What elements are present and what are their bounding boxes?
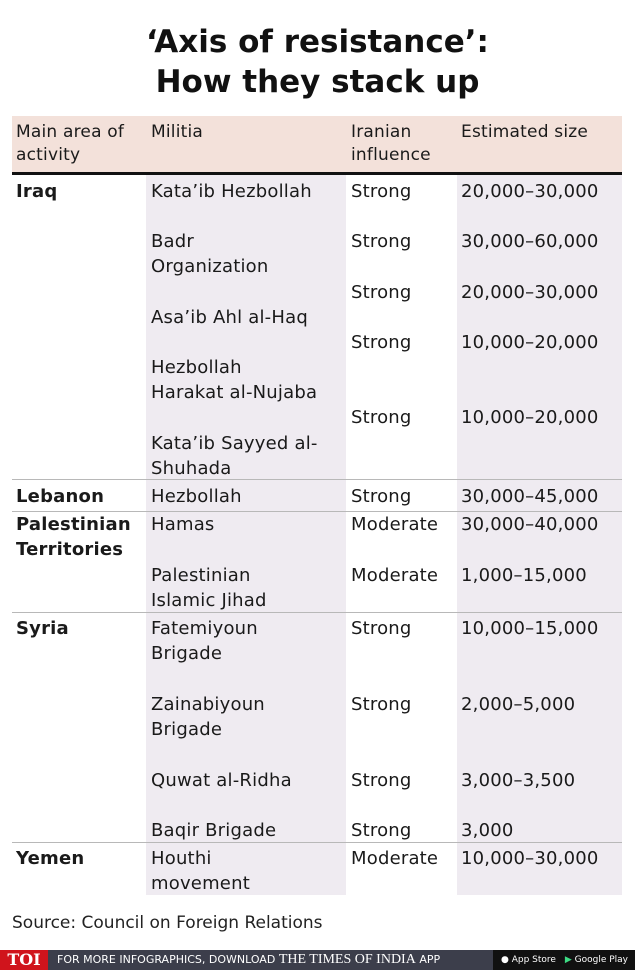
row-divider — [12, 511, 622, 512]
militia-name: Zainabiyoun Brigade — [151, 694, 265, 740]
size-value: 30,000–60,000 — [461, 231, 599, 252]
source-note: Source: Council on Foreign Relations — [12, 913, 323, 933]
header-militia: Militia — [151, 122, 204, 142]
google-play-link[interactable]: Google Play — [574, 955, 629, 965]
app-store-link[interactable]: App Store — [511, 955, 556, 965]
header-influence: Iranian influence — [351, 122, 431, 165]
influence-value: Strong — [351, 820, 412, 841]
size-value: 20,000–30,000 — [461, 282, 599, 303]
size-value: 3,000–3,500 — [461, 770, 576, 791]
title-line-2: How they stack up — [155, 64, 480, 100]
militia-name: Palestinian Islamic Jihad — [151, 565, 267, 611]
area-label: Yemen — [16, 848, 85, 869]
size-value: 1,000–15,000 — [461, 565, 587, 586]
header-rule — [12, 172, 622, 175]
google-play-icon: ▶ — [564, 955, 572, 965]
size-value: 10,000–30,000 — [461, 848, 599, 869]
size-value: 3,000 — [461, 820, 514, 841]
app-text: APP — [419, 953, 441, 966]
size-value: 20,000–30,000 — [461, 181, 599, 202]
militia-name: Baqir Brigade — [151, 820, 277, 841]
size-value: 2,000–5,000 — [461, 694, 576, 715]
influence-value: Strong — [351, 618, 412, 639]
area-label: Syria — [16, 618, 69, 639]
militia-name: Quwat al-Ridha — [151, 770, 292, 791]
militia-name: Fatemiyoun Brigade — [151, 618, 258, 664]
influence-value: Strong — [351, 770, 412, 791]
militia-name: Kata’ib Sayyed al- Shuhada — [151, 433, 318, 479]
size-value: 10,000–20,000 — [461, 407, 599, 428]
influence-value: Strong — [351, 407, 412, 428]
militia-name: Badr Organization — [151, 231, 269, 277]
area-label: Iraq — [16, 181, 58, 202]
table-header-background — [12, 116, 622, 173]
title-line-1: ‘Axis of resistance’: — [146, 24, 489, 60]
footer-promo: FOR MORE INFOGRAPHICS, DOWNLOAD THE TIME… — [57, 950, 440, 970]
influence-value: Strong — [351, 486, 412, 507]
militia-name: Hamas — [151, 514, 215, 535]
size-value: 10,000–20,000 — [461, 332, 599, 353]
influence-value: Strong — [351, 231, 412, 252]
militia-name: Hezbollah — [151, 486, 242, 507]
brand-name: THE TIMES OF INDIA — [278, 952, 416, 967]
toi-logo: TOI — [0, 950, 48, 970]
influence-value: Moderate — [351, 514, 439, 535]
militia-name: Asa’ib Ahl al-Haq — [151, 307, 308, 328]
militia-name: Houthi movement — [151, 848, 250, 894]
size-value: 30,000–40,000 — [461, 514, 599, 535]
influence-value: Moderate — [351, 848, 439, 869]
header-area: Main area of activity — [16, 122, 125, 165]
promo-text: FOR MORE INFOGRAPHICS, DOWNLOAD — [57, 953, 276, 966]
militia-name: Hezbollah Harakat al-Nujaba — [151, 357, 318, 403]
influence-value: Strong — [351, 694, 412, 715]
size-value: 10,000–15,000 — [461, 618, 599, 639]
militia-column-shade — [146, 175, 346, 895]
influence-value: Strong — [351, 332, 412, 353]
store-badges: ● App Store ▶ Google Play — [493, 950, 635, 970]
influence-value: Strong — [351, 181, 412, 202]
size-value: 30,000–45,000 — [461, 486, 599, 507]
header-size: Estimated size — [461, 122, 589, 142]
militia-name: Kata’ib Hezbollah — [151, 181, 312, 202]
size-column-shade — [457, 175, 622, 895]
apple-icon: ● — [501, 955, 509, 965]
influence-value: Moderate — [351, 565, 439, 586]
row-divider — [12, 612, 622, 613]
infographic-title: ‘Axis of resistance’: How they stack up — [0, 22, 635, 102]
row-divider — [12, 842, 622, 843]
area-label: Palestinian Territories — [16, 514, 131, 560]
footer-banner[interactable]: TOI FOR MORE INFOGRAPHICS, DOWNLOAD THE … — [0, 950, 635, 970]
area-label: Lebanon — [16, 486, 105, 507]
row-divider — [12, 479, 622, 480]
influence-value: Strong — [351, 282, 412, 303]
